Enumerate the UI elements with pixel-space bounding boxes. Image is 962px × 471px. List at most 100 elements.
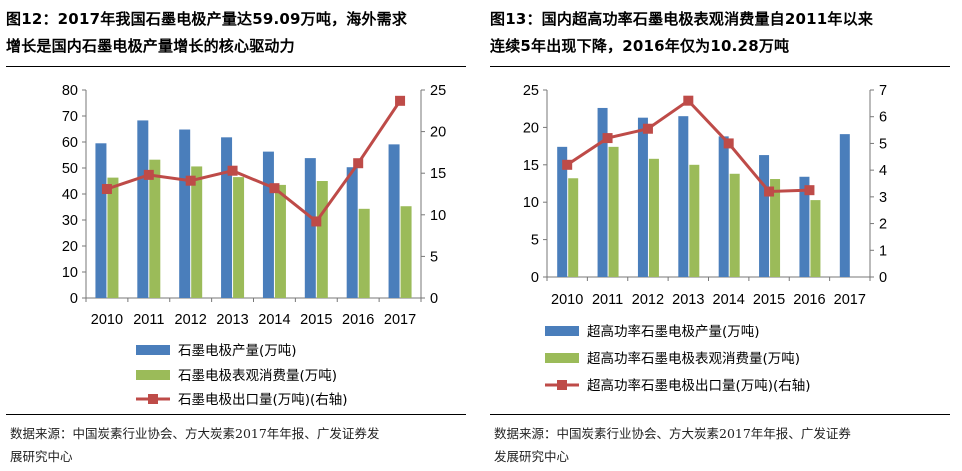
y-left-tick-label: 0	[531, 270, 539, 286]
bar-production	[839, 134, 850, 277]
bar-consumption	[191, 166, 203, 298]
legend-marker	[557, 380, 567, 390]
x-tick-label: 2011	[592, 292, 623, 308]
y-left-tick-label: 20	[523, 120, 539, 136]
chart-panel-right: 图13：国内超高功率石墨电极表观消费量自2011年以来 连续5年出现下降，201…	[490, 0, 960, 471]
legend-label: 超高功率石墨电极产量(万吨)	[587, 323, 760, 340]
source-note-left: 数据来源：中国炭素行业协会、方大炭素2017年年报、广发证券发 展研究中心	[10, 422, 450, 468]
bar-production	[179, 129, 191, 298]
chart-title-right-line1: 图13：国内超高功率石墨电极表观消费量自2011年以来	[490, 10, 874, 28]
y-left-tick-label: 10	[62, 265, 78, 281]
y-left-tick-label: 5	[531, 233, 539, 249]
y-left-tick-label: 0	[70, 291, 78, 307]
y-right-tick-label: 5	[430, 249, 438, 265]
x-tick-label: 2011	[133, 312, 164, 328]
chart-right: 0 5 10 15 20 25 0 1 2 3 4 5 6 7 2010 2011 2012 2013 2014 20…	[523, 83, 887, 394]
bar-production	[799, 176, 810, 277]
y-left-tick-label: 15	[523, 158, 539, 174]
y-right-tick-label: 20	[430, 125, 446, 141]
bar-consumption	[274, 184, 286, 298]
bar-production	[262, 151, 274, 298]
x-tick-label: 2016	[342, 312, 374, 328]
export-line	[106, 99, 402, 224]
source-right-line2: 发展研究中心	[494, 449, 570, 464]
x-tick-label: 2014	[258, 312, 290, 328]
y-left-tick-label: 20	[62, 239, 78, 255]
x-tick-label: 2014	[713, 292, 745, 308]
bar-consumption	[729, 173, 740, 277]
bar-consumption	[400, 206, 412, 298]
x-tick-label: 2010	[551, 292, 583, 308]
legend-swatch	[136, 345, 170, 355]
y-left-tick-label: 80	[62, 83, 78, 99]
bar-production	[137, 120, 149, 298]
source-left-line1: 数据来源：中国炭素行业协会、方大炭素2017年年报、广发证券发	[10, 426, 380, 441]
top-rule	[6, 66, 466, 67]
bar-production	[304, 158, 316, 298]
bar-consumption	[810, 200, 821, 277]
x-tick-label: 2016	[793, 292, 825, 308]
export-point	[143, 169, 154, 180]
y-right-tick-label: 10	[430, 208, 446, 224]
y-left-tick-label: 10	[523, 195, 539, 211]
export-point	[723, 138, 734, 149]
export-point	[227, 165, 238, 176]
chart-left: 0 10 20 30 40 50 60 70 80 0 5 10 15 20 25 2010 2011 2012 2…	[62, 83, 446, 408]
legend-label: 石墨电极出口量(万吨)(右轴)	[178, 392, 348, 408]
x-tick-label: 2015	[753, 292, 785, 308]
legend-swatch	[545, 326, 579, 336]
bar-production	[557, 146, 568, 277]
legend-marker	[148, 394, 158, 404]
y-right-tick-label: 5	[879, 136, 887, 152]
legend-swatch	[545, 353, 579, 363]
top-rule	[490, 66, 950, 67]
y-right-tick-label: 1	[879, 243, 887, 259]
x-tick-label: 2015	[300, 312, 332, 328]
y-right-tick-label: 25	[430, 83, 446, 99]
source-note-right: 数据来源：中国炭素行业协会、方大炭素2017年年报、广发证券 发展研究中心	[494, 422, 934, 468]
source-right-line1: 数据来源：中国炭素行业协会、方大炭素2017年年报、广发证券	[494, 426, 851, 441]
bar-consumption	[689, 164, 700, 277]
bottom-rule	[6, 414, 466, 415]
x-tick-label: 2013	[216, 312, 248, 328]
chart-title-left-line1: 图12：2017年我国石墨电极产量达59.09万吨，海外需求	[6, 10, 408, 28]
y-left-tick-label: 40	[62, 187, 78, 203]
bar-consumption	[770, 179, 781, 277]
export-point	[562, 159, 573, 170]
y-left-tick-label: 70	[62, 109, 78, 125]
export-point	[602, 133, 613, 144]
y-left-tick-label: 60	[62, 135, 78, 151]
x-tick-label: 2017	[834, 292, 866, 308]
bar-production	[718, 136, 729, 277]
chart-title-right-line2: 连续5年出现下降，2016年仅为10.28万吨	[490, 37, 790, 55]
export-point	[642, 123, 653, 134]
export-point	[764, 186, 775, 197]
bar-consumption	[316, 181, 328, 298]
export-point	[311, 216, 322, 227]
bar-production	[388, 144, 400, 298]
bar-consumption	[648, 158, 659, 277]
chart-panel-left: 图12：2017年我国石墨电极产量达59.09万吨，海外需求 增长是国内石墨电极…	[6, 0, 476, 471]
bar-consumption	[568, 178, 579, 277]
y-right-tick-label: 0	[879, 270, 887, 286]
bar-production	[678, 116, 689, 278]
bar-consumption	[358, 208, 370, 298]
y-right-tick-label: 7	[879, 83, 887, 99]
export-point	[269, 183, 280, 194]
chart-title-right: 图13：国内超高功率石墨电极表观消费量自2011年以来 连续5年出现下降，201…	[490, 6, 960, 60]
legend-swatch	[136, 370, 170, 380]
chart-title-left-line2: 增长是国内石墨电极产量增长的核心驱动力	[6, 37, 295, 55]
bar-production	[759, 155, 770, 277]
bar-consumption	[107, 177, 119, 298]
bar-consumption	[233, 177, 245, 298]
bar-production	[637, 117, 648, 277]
export-point	[395, 95, 406, 106]
legend-label: 石墨电极表观消费量(万吨)	[178, 368, 337, 384]
export-point	[804, 185, 815, 196]
x-tick-label: 2012	[175, 312, 207, 328]
y-left-tick-label: 50	[62, 161, 78, 177]
legend-label: 石墨电极产量(万吨)	[178, 343, 297, 359]
y-right-tick-label: 3	[879, 190, 887, 206]
bottom-rule	[490, 414, 950, 415]
y-left-tick-label: 25	[523, 83, 539, 99]
